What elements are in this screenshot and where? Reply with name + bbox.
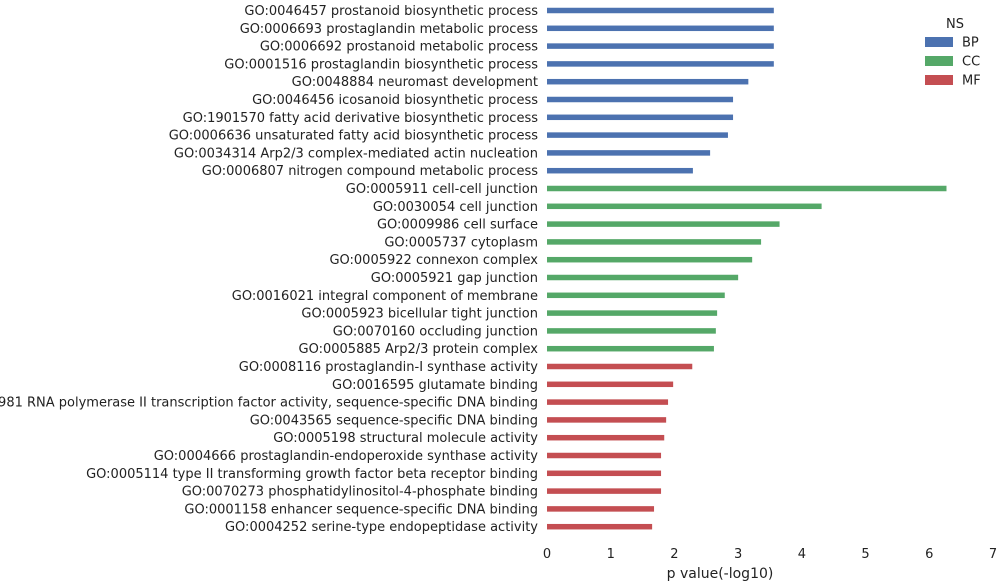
bar-bp bbox=[547, 150, 711, 156]
category-label: GO:0004666 prostaglandin-endoperoxide sy… bbox=[154, 449, 539, 464]
bar-cc bbox=[547, 203, 822, 210]
bar-cc bbox=[547, 256, 753, 263]
legend-label-cc: CC bbox=[962, 55, 980, 70]
x-tick-label: 4 bbox=[798, 547, 806, 562]
category-label: GO:0004252 serine-type endopeptidase act… bbox=[225, 520, 538, 535]
category-label: GO:0005198 structural molecule activity bbox=[273, 431, 538, 446]
bar-mf bbox=[547, 523, 653, 530]
category-label: GO:0005114 type II transforming growth f… bbox=[86, 467, 538, 482]
bar-cc bbox=[547, 310, 718, 316]
category-label: GO:0006693 prostaglandin metabolic proce… bbox=[240, 22, 539, 37]
category-label: GO:0001158 enhancer sequence-specific DN… bbox=[184, 502, 538, 517]
bar-bp bbox=[547, 61, 774, 67]
x-axis: p value(-log10) 0 1 2 3 4 5 6 7 bbox=[543, 547, 997, 582]
bar-bp bbox=[547, 78, 749, 85]
legend-swatch-cc bbox=[925, 56, 953, 66]
bar-cc bbox=[547, 239, 762, 245]
x-tick-label: 1 bbox=[607, 547, 615, 562]
category-label: GO:1901570 fatty acid derivative biosynt… bbox=[183, 111, 539, 126]
x-axis-label: p value(-log10) bbox=[667, 566, 774, 582]
category-label: GO:0043565 sequence-specific DNA binding bbox=[250, 413, 538, 428]
bar-mf bbox=[547, 452, 662, 459]
category-label: GO:0005921 gap junction bbox=[371, 271, 538, 286]
bar-mf bbox=[547, 488, 662, 494]
bar-mf bbox=[547, 399, 669, 405]
category-label: GO:0000981 RNA polymerase II transcripti… bbox=[0, 396, 538, 411]
category-label: GO:0001516 prostaglandin biosynthetic pr… bbox=[224, 57, 538, 72]
category-label: GO:0006807 nitrogen compound metabolic p… bbox=[202, 164, 539, 179]
bar-bp bbox=[547, 114, 734, 121]
category-label: GO:0005737 cytoplasm bbox=[384, 235, 538, 250]
bars bbox=[547, 7, 947, 530]
x-tick-label: 6 bbox=[925, 547, 933, 562]
bar-cc bbox=[547, 221, 780, 227]
category-label: GO:0005911 cell-cell junction bbox=[346, 182, 538, 197]
x-tick-label: 0 bbox=[543, 547, 551, 562]
legend-swatch-bp bbox=[925, 37, 953, 47]
bar-cc bbox=[547, 292, 725, 299]
legend-swatch-mf bbox=[925, 75, 953, 85]
legend-title: NS bbox=[946, 17, 964, 32]
bar-mf bbox=[547, 434, 665, 441]
bar-bp bbox=[547, 25, 774, 32]
category-label: GO:0005923 bicellular tight junction bbox=[301, 307, 538, 322]
category-label: GO:0008116 prostaglandin-I synthase acti… bbox=[239, 360, 539, 375]
category-label: GO:0005885 Arp2/3 protein complex bbox=[299, 342, 539, 357]
category-label: GO:0048884 neuromast development bbox=[292, 75, 538, 90]
category-label: GO:0034314 Arp2/3 complex-mediated actin… bbox=[174, 146, 538, 161]
bar-cc bbox=[547, 274, 739, 281]
bar-bp bbox=[547, 43, 774, 49]
category-label: GO:0016595 glutamate binding bbox=[332, 378, 538, 393]
bar-bp bbox=[547, 96, 734, 103]
category-label: GO:0046457 prostanoid biosynthetic proce… bbox=[244, 4, 538, 19]
category-label: GO:0006692 prostanoid metabolic process bbox=[260, 40, 538, 55]
bar-mf bbox=[547, 363, 693, 370]
legend: NS BP CC MF bbox=[925, 17, 981, 89]
bar-mf bbox=[547, 506, 655, 512]
bar-cc bbox=[547, 185, 947, 192]
category-label: GO:0070160 occluding junction bbox=[333, 324, 538, 339]
category-label: GO:0030054 cell junction bbox=[373, 200, 538, 215]
bar-bp bbox=[547, 7, 774, 14]
bar-bp bbox=[547, 132, 728, 138]
x-tick-label: 5 bbox=[861, 547, 869, 562]
bar-mf bbox=[547, 417, 667, 423]
category-label: GO:0005922 connexon complex bbox=[329, 253, 538, 268]
x-tick-label: 7 bbox=[989, 547, 997, 562]
bar-cc bbox=[547, 345, 714, 352]
category-label: GO:0070273 phosphatidylinositol-4-phosph… bbox=[182, 485, 538, 500]
bar-bp bbox=[547, 167, 693, 174]
legend-label-bp: BP bbox=[962, 36, 979, 51]
legend-label-mf: MF bbox=[962, 74, 981, 89]
x-tick-label: 3 bbox=[734, 547, 742, 562]
bar-cc bbox=[547, 328, 716, 334]
category-label: GO:0046456 icosanoid biosynthetic proces… bbox=[252, 93, 538, 108]
category-labels: GO:0046457 prostanoid biosynthetic proce… bbox=[0, 4, 538, 535]
bar-mf bbox=[547, 470, 662, 477]
category-label: GO:0016021 integral component of membran… bbox=[232, 289, 538, 304]
category-label: GO:0006636 unsaturated fatty acid biosyn… bbox=[169, 129, 539, 144]
x-tick-label: 2 bbox=[670, 547, 678, 562]
category-label: GO:0009986 cell surface bbox=[377, 218, 538, 233]
bar-mf bbox=[547, 381, 674, 388]
